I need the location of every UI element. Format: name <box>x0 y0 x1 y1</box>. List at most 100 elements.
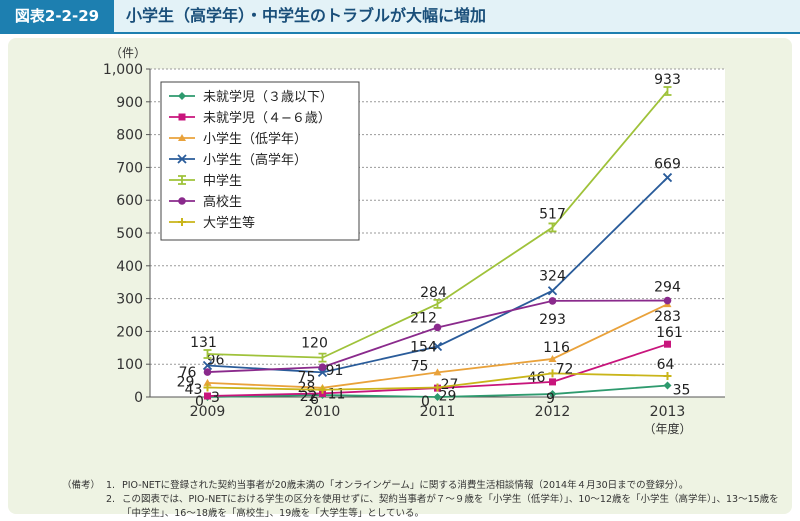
x-tick-label: 2011 <box>420 404 456 420</box>
y-tick-label: 0 <box>134 390 143 406</box>
note-item: （備考） 1. PIO-NETに登録された契約当事者が20歳未満の「オンラインゲ… <box>62 479 782 493</box>
legend-label: 大学生等 <box>203 215 255 231</box>
data-point <box>433 368 442 376</box>
data-label: 28 <box>298 380 316 396</box>
notes: （備考） 1. PIO-NETに登録された契約当事者が20歳未満の「オンラインゲ… <box>62 479 782 521</box>
data-point <box>318 385 327 394</box>
data-label: 9 <box>546 391 555 407</box>
data-label: 3 <box>211 390 220 406</box>
legend-marker <box>178 92 186 100</box>
data-label: 669 <box>654 157 681 173</box>
data-label: 0 <box>195 394 204 410</box>
data-label: 212 <box>410 310 437 326</box>
data-label: 29 <box>177 374 195 390</box>
data-point <box>549 378 556 386</box>
data-label: 72 <box>556 361 574 377</box>
data-label: 0 <box>421 394 430 410</box>
data-point <box>548 354 557 362</box>
legend-label: 小学生（低学年） <box>203 131 307 147</box>
data-point <box>548 369 557 378</box>
data-point <box>433 393 442 401</box>
data-point <box>203 378 212 386</box>
data-point <box>203 368 212 376</box>
legend-marker <box>177 154 187 164</box>
data-point <box>663 372 672 381</box>
data-label: 933 <box>654 72 681 88</box>
data-label: 46 <box>528 370 546 386</box>
notes-heading: （備考） <box>62 480 101 491</box>
y-unit-label: （件） <box>110 46 146 60</box>
data-label: 517 <box>539 206 566 222</box>
legend-label: 中学生 <box>203 173 242 189</box>
data-label: 120 <box>301 336 328 352</box>
data-label: 116 <box>543 340 570 356</box>
legend-box <box>160 81 360 241</box>
data-label: 293 <box>539 312 566 328</box>
data-point <box>203 383 212 392</box>
data-point <box>663 296 672 305</box>
data-point <box>432 341 443 352</box>
data-point <box>664 340 671 348</box>
data-point <box>548 390 557 399</box>
data-point <box>548 222 557 233</box>
data-label: 96 <box>207 353 225 369</box>
legend-label: 小学生（高学年） <box>203 152 307 168</box>
y-tick-label: 900 <box>116 95 143 111</box>
y-tick-label: 400 <box>116 259 143 275</box>
y-tick-label: 100 <box>116 357 143 373</box>
data-label: 131 <box>190 335 217 351</box>
figure-title: 小学生（高学年）・中学生のトラブルが大幅に増加 <box>126 6 487 25</box>
note-number: 1. <box>106 480 116 491</box>
data-point <box>433 298 442 309</box>
data-point <box>662 172 673 183</box>
legend-label: 未就学児（４−６歳） <box>203 110 331 126</box>
data-label: 154 <box>410 339 437 355</box>
data-label: 22 <box>300 389 318 405</box>
x-tick-label: 2010 <box>305 404 341 420</box>
data-point <box>204 392 211 400</box>
note-text: PIO-NETに登録された契約当事者が20歳未満の「オンラインゲーム」に関する消… <box>122 480 689 491</box>
data-point <box>663 381 672 390</box>
y-tick-label: 300 <box>116 292 143 308</box>
legend-marker <box>178 218 186 226</box>
y-tick-label: 600 <box>116 193 143 209</box>
data-point <box>433 383 442 392</box>
legend-label: 高校生 <box>203 194 242 210</box>
data-label: 283 <box>654 309 681 325</box>
data-point <box>663 86 672 96</box>
data-point <box>433 323 442 332</box>
note-text: この図表では、PIO-NETにおける学生の区分を使用せずに、契約当事者が７～９歳… <box>122 494 779 519</box>
x-tick-label: 2013 <box>650 404 686 420</box>
legend-marker <box>178 134 186 141</box>
data-point <box>318 363 327 371</box>
data-label: 76 <box>179 365 197 381</box>
x-tick-label: 2012 <box>535 404 571 420</box>
chart-panel: 0 100 200 300 400 500 600 700 800 900 1,000 2009 201… <box>8 38 792 519</box>
data-label: 324 <box>539 269 566 285</box>
data-label: 91 <box>326 363 344 379</box>
data-label: 29 <box>439 388 457 404</box>
data-label: 6 <box>310 392 319 408</box>
legend-marker <box>178 175 186 185</box>
legend-marker <box>178 197 186 205</box>
y-tick-label: 500 <box>116 226 143 242</box>
data-point <box>548 297 557 305</box>
x-tick-label: 2009 <box>190 404 226 420</box>
data-label: 64 <box>657 357 675 373</box>
data-label: 75 <box>298 369 316 385</box>
data-point <box>203 349 212 359</box>
y-tick-label: 800 <box>116 128 143 144</box>
data-point <box>318 352 327 363</box>
legend-label: 未就学児（３歳以下） <box>203 89 333 105</box>
data-label: 161 <box>656 325 683 341</box>
data-label: 294 <box>654 280 681 296</box>
figure-header: 図表2-2-29 小学生（高学年）・中学生のトラブルが大幅に増加 <box>0 0 800 34</box>
data-point <box>547 286 558 296</box>
note-number: 2. <box>106 494 116 505</box>
data-point <box>202 360 213 371</box>
y-tick-label: 200 <box>116 324 143 340</box>
y-tick-label: 1,000 <box>103 62 143 78</box>
figure-number-badge: 図表2-2-29 <box>0 0 114 32</box>
x-unit-label: （年度） <box>643 421 691 436</box>
